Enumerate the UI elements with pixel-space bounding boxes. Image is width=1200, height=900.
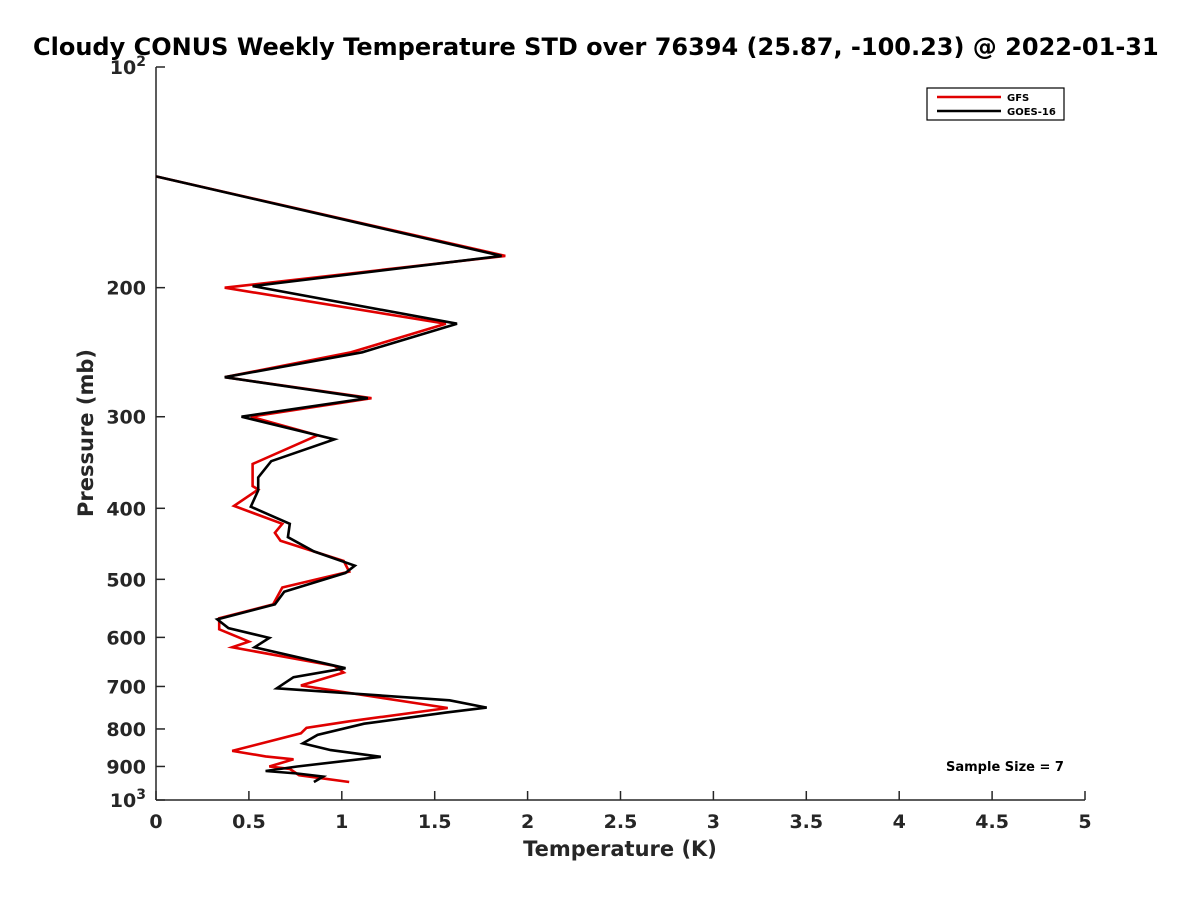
y-tick-label: 102 xyxy=(110,54,146,79)
legend-label-goes-16: GOES-16 xyxy=(1007,107,1056,118)
x-tick-label: 3 xyxy=(707,811,720,833)
y-tick-label: 700 xyxy=(106,676,146,698)
x-tick-label: 3.5 xyxy=(789,811,823,833)
y-tick-label: 800 xyxy=(106,719,146,741)
sample-size-annotation: Sample Size = 7 xyxy=(946,760,1064,775)
y-axis-label: Pressure (mb) xyxy=(74,349,98,517)
x-axis-ticks: 0 0.5 1 1.5 2 2.5 3 3.5 4 4.5 5 xyxy=(149,791,1092,833)
x-tick-label: 1.5 xyxy=(418,811,452,833)
y-tick-label: 400 xyxy=(106,498,146,520)
x-tick-label: 5 xyxy=(1078,811,1091,833)
x-axis-label: Temperature (K) xyxy=(523,837,717,861)
y-tick-label: 200 xyxy=(106,278,146,300)
y-tick-label: 600 xyxy=(106,627,146,649)
series-line-goes-16 xyxy=(155,175,502,784)
y-tick-label: 103 xyxy=(110,787,146,812)
y-tick-label: 300 xyxy=(106,407,146,429)
x-tick-label: 4 xyxy=(893,811,906,833)
legend-items: GFS GOES-16 xyxy=(937,93,1056,118)
x-tick-label: 4.5 xyxy=(975,811,1009,833)
legend: GFS GOES-16 xyxy=(926,87,1065,121)
x-tick-label: 2 xyxy=(521,811,534,833)
x-tick-label: 0 xyxy=(149,811,162,833)
x-tick-label: 2.5 xyxy=(604,811,638,833)
chart-title: Cloudy CONUS Weekly Temperature STD over… xyxy=(33,33,1159,61)
x-tick-label: 1 xyxy=(335,811,348,833)
y-axis-ticks: 102 200 300 400 500 600 700 800 900 103 xyxy=(106,54,165,812)
x-tick-label: 0.5 xyxy=(232,811,266,833)
legend-label-gfs: GFS xyxy=(1007,93,1029,104)
y-tick-label: 900 xyxy=(106,756,146,778)
series-layer xyxy=(155,175,506,784)
y-tick-label: 500 xyxy=(106,569,146,591)
legend-box xyxy=(926,87,1065,121)
